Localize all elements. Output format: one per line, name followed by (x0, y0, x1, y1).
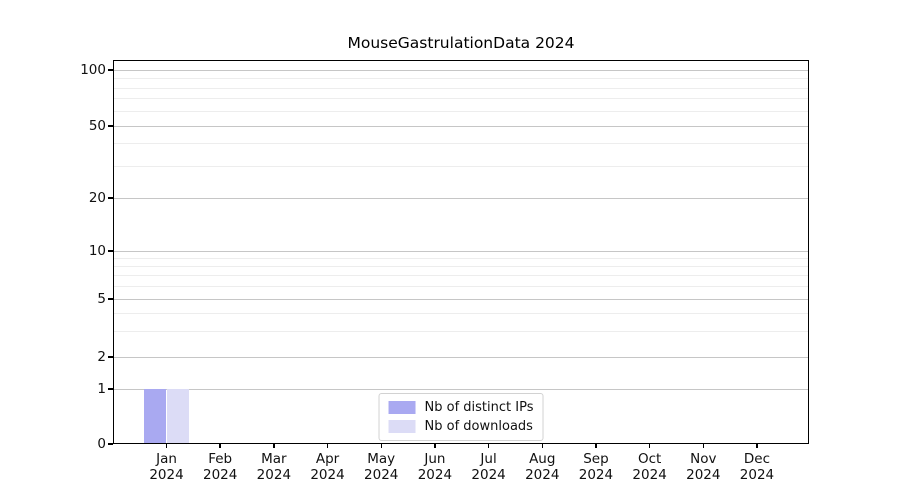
x-tick (756, 444, 758, 448)
y-tick-label: 2 (97, 349, 106, 365)
y-tick-label: 5 (97, 291, 106, 307)
x-tick (702, 444, 704, 448)
x-tick-label: Sep 2024 (578, 451, 614, 483)
x-tick-label: Nov 2024 (686, 451, 721, 483)
y-gridline-major (113, 69, 809, 71)
y-gridline-major (113, 250, 809, 252)
y-tick (108, 443, 113, 445)
legend-swatch (388, 419, 416, 433)
legend-label: Nb of downloads (424, 418, 533, 434)
x-tick (487, 444, 490, 448)
x-tick (541, 444, 543, 448)
legend-swatch (388, 400, 416, 414)
y-gridline-minor (113, 275, 809, 277)
bar-distinct-ips (144, 389, 167, 444)
x-tick-label: Oct 2024 (632, 451, 667, 483)
x-tick (648, 444, 651, 448)
x-tick-label: Jan 2024 (149, 451, 184, 483)
x-tick (326, 444, 329, 448)
y-gridline-major (113, 388, 809, 390)
y-gridline-major (113, 298, 809, 300)
x-tick-label: Feb 2024 (202, 451, 238, 483)
y-tick-label: 100 (80, 62, 106, 78)
x-tick (273, 444, 275, 448)
y-gridline-major (113, 197, 809, 199)
y-gridline-minor (113, 330, 809, 332)
bar-downloads (166, 389, 189, 444)
y-gridline-major (113, 356, 809, 358)
y-tick (108, 250, 113, 252)
y-tick-label: 10 (88, 243, 106, 259)
chart-title: MouseGastrulationData 2024 (347, 34, 575, 52)
y-gridline-minor (113, 285, 809, 287)
y-tick (108, 298, 113, 300)
y-gridline-major (113, 125, 809, 127)
y-tick-label: 1 (97, 381, 106, 397)
x-tick (219, 444, 221, 448)
plot-border (113, 60, 809, 444)
x-tick-label: May 2024 (364, 451, 399, 483)
y-gridline-minor (113, 143, 809, 145)
legend: Nb of distinct IPs Nb of downloads (378, 393, 544, 441)
y-tick-label: 0 (97, 436, 106, 452)
y-gridline-minor (113, 257, 809, 259)
y-tick-label: 50 (88, 118, 106, 134)
y-tick (108, 125, 113, 127)
x-tick-label: Aug 2024 (525, 451, 560, 483)
y-tick (108, 356, 113, 358)
x-tick (434, 444, 436, 448)
x-tick-label: Jun 2024 (417, 451, 453, 483)
y-tick (108, 69, 113, 71)
x-tick-label: Mar 2024 (256, 451, 292, 483)
x-tick-label: Dec 2024 (739, 451, 775, 483)
y-gridline-minor (113, 78, 809, 79)
y-tick-label: 20 (88, 190, 106, 206)
legend-item: Nb of distinct IPs (388, 399, 534, 415)
y-gridline-minor (113, 265, 809, 267)
y-gridline-minor (113, 98, 809, 100)
legend-item: Nb of downloads (388, 418, 534, 434)
x-tick-label: Apr 2024 (310, 451, 345, 483)
y-gridline-minor (113, 87, 809, 89)
y-gridline-minor (113, 110, 809, 112)
x-tick (595, 444, 597, 448)
y-gridline-minor (113, 165, 809, 167)
y-tick (108, 197, 113, 199)
legend-label: Nb of distinct IPs (424, 399, 534, 415)
x-tick (380, 444, 382, 448)
x-tick-label: Jul 2024 (471, 451, 506, 483)
y-tick (108, 388, 113, 390)
y-gridline-minor (113, 312, 809, 314)
x-tick (165, 444, 168, 448)
